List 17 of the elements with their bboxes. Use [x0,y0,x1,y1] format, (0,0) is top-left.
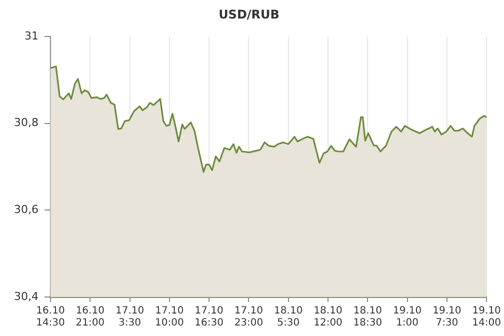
x-tick-label: 19.10 14:00 [472,306,502,329]
y-tick-label: 30,6 [14,202,38,216]
y-tick-label: 30,4 [14,290,38,303]
x-tick-label: 18.10 5:30 [274,306,303,329]
y-tick-label: 30,8 [14,116,38,130]
x-tick-label: 17.10 23:00 [234,306,264,329]
x-tick-label: 17.10 3:30 [115,306,144,329]
x-tick-label: 18.10 18:30 [353,306,382,329]
x-tick-label: 19.10 1:00 [392,306,422,329]
chart-title: USD/RUB [218,7,280,22]
x-tick-label: 16.10 21:00 [76,306,105,329]
x-tick-label: 18.10 12:00 [314,306,342,329]
y-tick-label: 31 [24,29,38,42]
x-tick-label: 17.10 16:30 [194,306,224,329]
x-tick-label: 17.10 10:00 [155,306,184,329]
x-tick-label: 19.10 7:30 [432,306,462,329]
x-tick-label: 16.10 14:30 [36,306,65,329]
